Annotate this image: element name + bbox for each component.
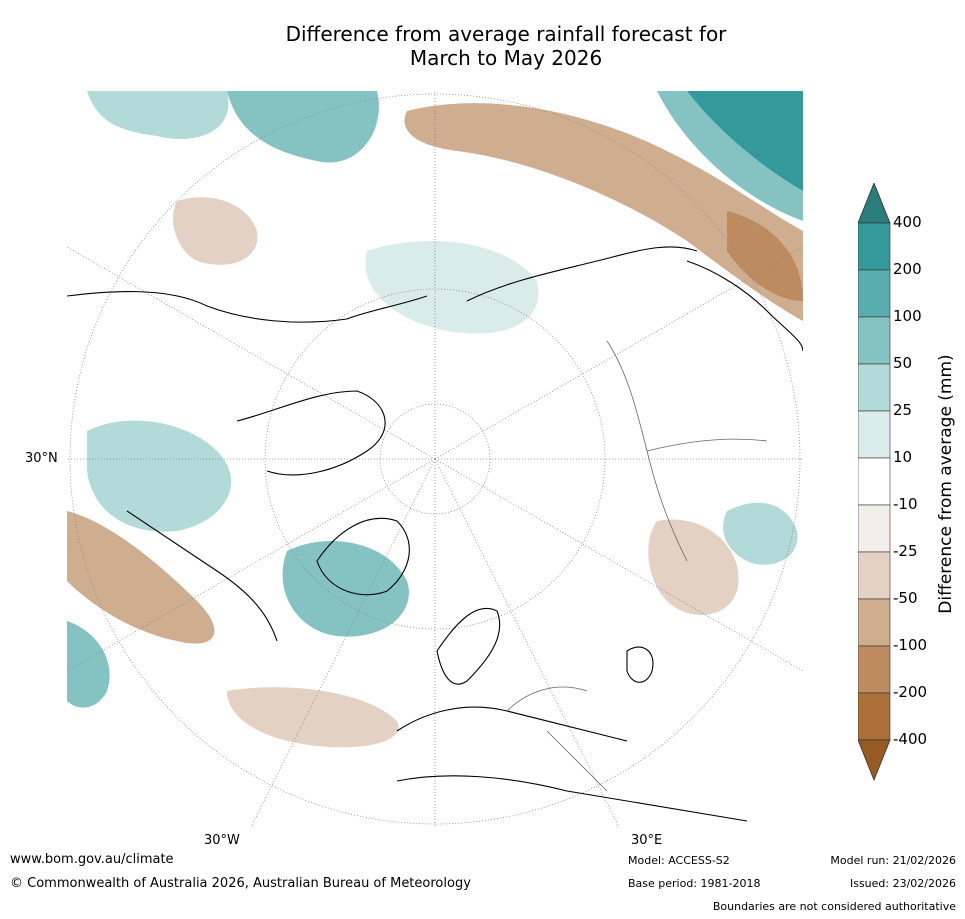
colorbar-title: Difference from average (mm) <box>936 354 956 614</box>
rainfall-map <box>67 91 803 827</box>
coast-north-america <box>67 290 428 323</box>
graticule <box>67 91 803 827</box>
colorbar-tick-label: 200 <box>893 260 922 278</box>
colorbar-band <box>858 692 891 741</box>
latitude-circle-60 <box>264 288 606 630</box>
coast-africa <box>396 775 748 822</box>
coast-east-asia <box>686 260 803 352</box>
title-line-1: Difference from average rainfall forecas… <box>285 22 727 46</box>
coast-greenland <box>316 517 410 596</box>
wet-region-asia <box>723 502 798 565</box>
lon-label-30w: 30°W <box>204 833 240 848</box>
colorbar-band <box>858 598 891 647</box>
coast-hudson <box>126 510 278 642</box>
colorbar-tick-label: 10 <box>893 448 913 466</box>
colorbar-tick-label: 100 <box>893 307 922 325</box>
colorbar <box>858 183 891 782</box>
colorbar-band <box>858 316 891 365</box>
model-run-text: Model run: 21/02/2026 <box>830 854 956 867</box>
colorbar-band <box>858 363 891 412</box>
dry-region-asia-core <box>727 211 803 301</box>
coast-arctic-canada <box>236 390 386 476</box>
colorbar-bands <box>858 222 891 741</box>
dry-region-west <box>173 197 258 265</box>
base-period-text: Base period: 1981-2018 <box>628 877 761 890</box>
colorbar-tick-label: -100 <box>893 636 928 654</box>
wet-region-atlantic <box>87 420 232 532</box>
colorbar-tick-label: -200 <box>893 683 928 701</box>
website-link[interactable]: www.bom.gov.au/climate <box>10 852 174 867</box>
colorbar-tick-label: -50 <box>893 589 918 607</box>
wet-region-northeast <box>687 91 803 191</box>
colorbar-band <box>858 269 891 318</box>
colorbar-band <box>858 457 891 506</box>
model-text: Model: ACCESS-S2 <box>628 854 730 867</box>
wet-region-top <box>227 91 379 163</box>
map-title: Difference from average rainfall forecas… <box>0 22 965 70</box>
dry-region-north <box>404 103 803 321</box>
wet-region-siberia <box>365 241 539 334</box>
colorbar-band <box>858 645 891 694</box>
colorbar-bottom-arrow <box>858 739 891 782</box>
wet-region-northeast-outer <box>657 91 803 221</box>
copyright-text: © Commonwealth of Australia 2026, Austra… <box>10 876 471 891</box>
coast-caspian <box>626 646 654 683</box>
coast-siberia <box>466 246 698 302</box>
colorbar-tick-label: -25 <box>893 542 918 560</box>
colorbar-band <box>858 504 891 553</box>
colorbar-tick-label: -400 <box>893 730 928 748</box>
country-borders <box>506 340 768 792</box>
wet-region-pacific <box>67 621 110 708</box>
colorbar-band <box>858 222 891 271</box>
title-line-2: March to May 2026 <box>409 46 603 70</box>
dry-region-atlantic-south <box>227 687 399 748</box>
issued-text: Issued: 23/02/2026 <box>849 877 956 890</box>
lat-label-30n: 30°N <box>25 451 58 466</box>
dry-region-mideast <box>648 519 739 615</box>
colorbar-tick-label: -10 <box>893 495 918 513</box>
disclaimer-text: Boundaries are not considered authoritat… <box>712 900 956 913</box>
colorbar-top-arrow <box>858 183 891 224</box>
latitude-circle-30 <box>69 93 801 825</box>
coastlines <box>67 246 803 822</box>
colorbar-band <box>858 410 891 459</box>
colorbar-tick-label: 25 <box>893 401 913 419</box>
colorbar-band <box>858 551 891 600</box>
wet-region-north <box>87 91 229 139</box>
coast-scandinavia <box>436 607 501 685</box>
colorbar-tick-label: 400 <box>893 213 922 231</box>
colorbar-tick-label: 50 <box>893 354 913 372</box>
wet-region-greenland-sea <box>282 541 409 637</box>
lon-label-30e: 30°E <box>631 833 663 848</box>
meridian-30e <box>434 458 620 827</box>
meridian-30w <box>250 458 436 827</box>
dry-region-pacific <box>67 511 215 644</box>
